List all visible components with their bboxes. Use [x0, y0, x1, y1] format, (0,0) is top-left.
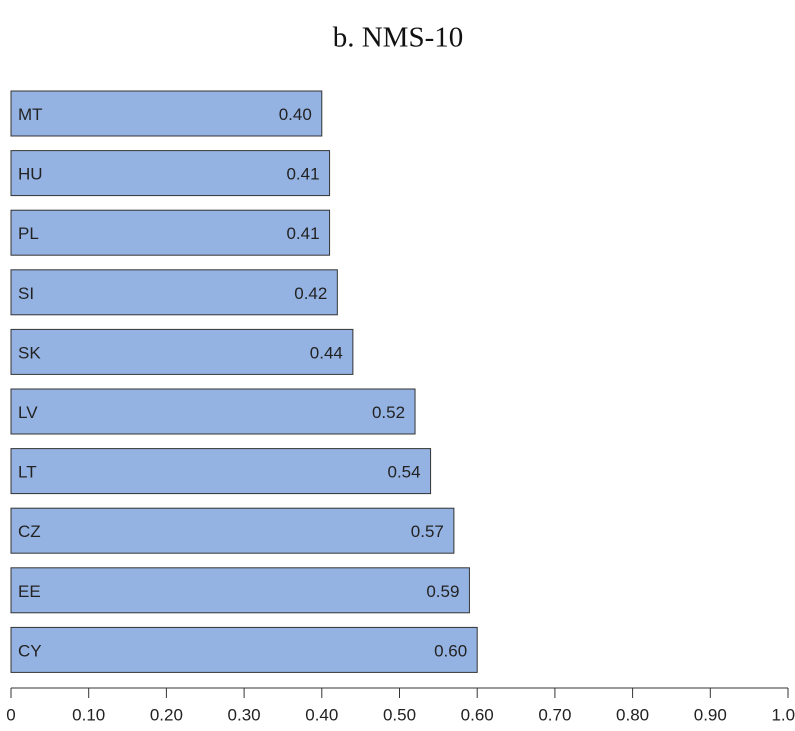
bar	[10, 269, 338, 316]
x-tick-label: 0.40	[305, 705, 338, 724]
x-tick-label: 0.90	[694, 705, 727, 724]
x-tick-label: 1.00	[771, 705, 795, 724]
category-label: PL	[18, 224, 39, 243]
category-label: CZ	[18, 522, 41, 541]
value-label: 0.59	[426, 582, 459, 601]
chart-title: b. NMS-10	[333, 22, 464, 54]
category-label: SI	[18, 284, 34, 303]
value-label: 0.57	[411, 522, 444, 541]
category-label: CY	[18, 641, 42, 660]
value-label: 0.40	[279, 105, 312, 124]
category-label: HU	[18, 165, 43, 184]
bar	[10, 90, 323, 137]
x-tick-label: 0	[6, 705, 15, 724]
bar	[10, 209, 331, 256]
category-label: MT	[18, 105, 43, 124]
value-label: 0.44	[310, 343, 343, 362]
category-label: EE	[18, 582, 41, 601]
bar	[10, 388, 416, 435]
x-tick-label: 0.20	[150, 705, 183, 724]
x-tick-label: 0.80	[616, 705, 649, 724]
bar	[10, 448, 432, 495]
bar	[10, 567, 470, 614]
category-label: LT	[18, 463, 37, 482]
x-tick-label: 0.70	[538, 705, 571, 724]
category-label: LV	[18, 403, 38, 422]
x-tick-label: 0.60	[461, 705, 494, 724]
value-label: 0.41	[286, 224, 319, 243]
value-label: 0.60	[434, 641, 467, 660]
value-label: 0.54	[387, 463, 420, 482]
value-label: 0.52	[372, 403, 405, 422]
value-label: 0.42	[294, 284, 327, 303]
x-tick-label: 0.50	[383, 705, 416, 724]
value-label: 0.41	[286, 165, 319, 184]
x-tick-label: 0.10	[72, 705, 105, 724]
bar	[10, 328, 354, 375]
bar	[10, 507, 455, 554]
bar	[10, 626, 478, 673]
bar	[10, 150, 331, 197]
x-tick-label: 0.30	[228, 705, 261, 724]
category-label: SK	[18, 343, 41, 362]
